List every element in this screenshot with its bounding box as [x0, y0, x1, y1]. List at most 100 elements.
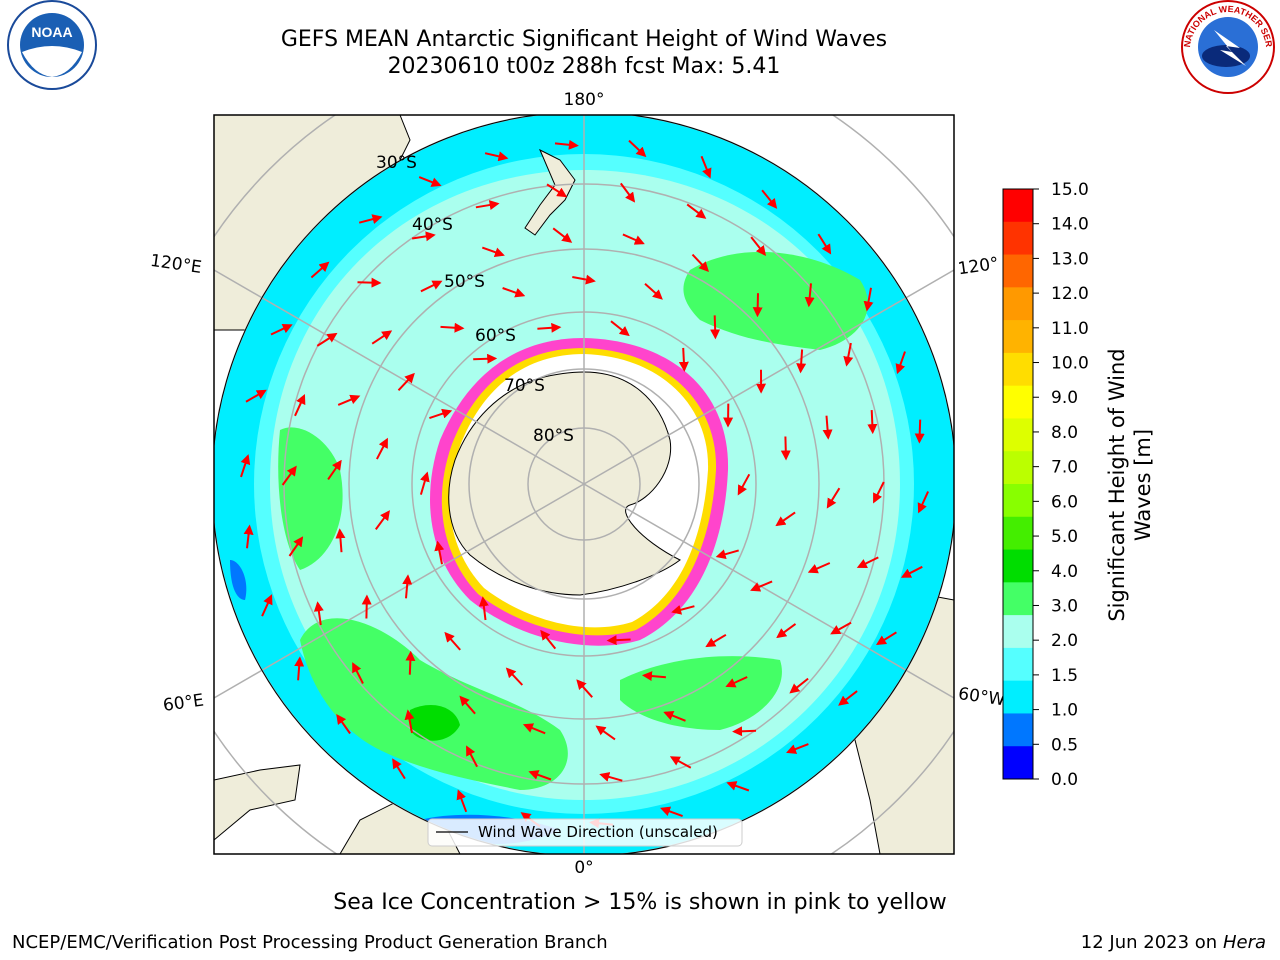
wave-direction-arrow: [576, 679, 593, 698]
wave-direction-arrow: [397, 372, 415, 391]
colorbar: 15.0 14.0 13.0 12.0 11.0 10.0 9.0 8.0 7.0 6.0 5.0 4…: [1002, 180, 1089, 790]
wave-direction-arrow: [440, 322, 465, 333]
land-new-zealand: [524, 148, 576, 236]
wave-direction-arrow: [376, 437, 388, 460]
longitude-grid: [214, 115, 954, 854]
wave-direction-arrow: [895, 351, 906, 375]
map-subtitle-forecast: 20230610 t00z 288h fcst Max: 5.41: [387, 54, 781, 79]
colorbar-tick-label: 3.0: [1051, 596, 1078, 616]
wave-direction-arrow: [867, 410, 878, 435]
lat-label-50s: 50°S: [444, 272, 485, 292]
wave-direction-arrow: [478, 596, 489, 621]
wave-direction-arrow: [807, 562, 831, 574]
wave-direction-arrow: [335, 528, 346, 553]
wave-direction-arrow: [281, 465, 297, 486]
wave-direction-arrow: [619, 182, 636, 203]
wave-direction-arrow: [671, 605, 695, 615]
colorbar-segment: [1003, 549, 1033, 583]
wave-direction-arrow: [337, 394, 361, 406]
wave-direction-arrow: [327, 459, 342, 480]
legend-label: Wind Wave Direction (unscaled): [478, 823, 718, 841]
colorbar-tick-label: 11.0: [1051, 319, 1089, 339]
colorbar-tick-label: 13.0: [1051, 249, 1089, 269]
land-antarctica: [448, 371, 681, 596]
svg-text:NATIONAL WEATHER SERVICE: NATIONAL WEATHER SERVICE: [0, 0, 1274, 48]
lon-label-lower-right: 60°W: [957, 684, 1006, 710]
wave-direction-arrow: [737, 473, 751, 496]
wave-direction-arrow: [606, 635, 631, 646]
wave-direction-arrow: [420, 280, 443, 293]
colorbar-tick-label: 15.0: [1051, 180, 1089, 200]
wave-direction-arrow: [473, 353, 498, 364]
wave-direction-arrow: [917, 491, 930, 514]
wave-area-west: [278, 427, 343, 570]
wave-direction-arrow: [642, 671, 666, 682]
wave-direction-arrow: [537, 322, 562, 333]
wave-direction-arrow: [750, 580, 773, 592]
colorbar-tick-label: 1.0: [1051, 701, 1078, 721]
polar-map: 30°S 40°S 50°S 60°S 70°S 80°S Wind Wave …: [214, 115, 954, 854]
nws-logo-text: NATIONAL WEATHER SERVICE: [0, 0, 1274, 48]
longitude-labels: 180° 0° 120°E 120° 60°E 60°W: [149, 90, 1007, 878]
colorbar-label-line2: Waves [m]: [1131, 429, 1155, 541]
wave-direction-arrow: [546, 183, 568, 198]
wave-direction-arrow: [595, 725, 616, 741]
wave-direction-arrow: [466, 745, 478, 768]
wave-direction-arrow: [750, 236, 767, 256]
wave-direction-arrow: [336, 713, 351, 735]
colorbar-segment: [1003, 189, 1033, 223]
colorbar-segment: [1003, 320, 1033, 354]
wave-direction-arrow: [669, 756, 692, 769]
lat-label-30s: 30°S: [376, 153, 417, 173]
colorbar-segment: [1003, 451, 1033, 485]
colorbar-label-line1: Significant Height of Wind: [1105, 348, 1129, 621]
wave-direction-arrow: [405, 650, 416, 675]
lon-label-upper-right: 120°: [957, 254, 1000, 280]
wave-direction-arrow: [752, 293, 763, 318]
colorbar-tick-label: 0.0: [1051, 770, 1078, 790]
colorbar-segment: [1003, 516, 1033, 551]
wave-direction-arrow: [628, 139, 647, 158]
wave-direction-arrow: [392, 758, 406, 780]
wave-direction-arrow: [678, 347, 689, 372]
colorbar-tick-label: 1.5: [1051, 666, 1078, 686]
wave-direction-arrow: [863, 287, 874, 312]
colorbar-tick-label: 5.0: [1051, 527, 1078, 547]
machine-name: Hera: [1222, 932, 1266, 953]
wave-direction-arrow: [402, 574, 413, 599]
lon-label-lower-left: 60°E: [162, 690, 205, 715]
colorbar-segment: [1003, 352, 1033, 387]
colorbar-tick-label: 14.0: [1051, 215, 1089, 235]
wave-direction-arrow: [822, 415, 833, 440]
map-frame: [213, 114, 955, 855]
colorbar-segment: [1003, 287, 1033, 321]
wave-direction-arrow: [804, 283, 815, 308]
wave-direction-arrow: [686, 203, 707, 219]
wave-direction-arrow: [761, 189, 778, 209]
lat-label-70s: 70°S: [504, 376, 545, 396]
colorbar-frame: [1002, 188, 1034, 780]
wave-direction-arrow: [481, 246, 505, 258]
wave-direction-arrow: [710, 315, 721, 340]
wave-direction-arrow: [776, 623, 797, 639]
colorbar-tick-label: 9.0: [1051, 388, 1078, 408]
colorbar-tick-label: 10.0: [1051, 354, 1089, 374]
wave-direction-arrow: [374, 510, 390, 530]
wave-direction-arrow: [505, 667, 524, 686]
wave-direction-arrow: [240, 454, 251, 478]
wave-direction-arrow: [830, 621, 852, 635]
latitude-labels: 30°S 40°S 50°S 60°S 70°S 80°S: [376, 153, 574, 446]
colorbar-segment: [1003, 582, 1033, 616]
map-title: GEFS MEAN Antarctic Significant Height o…: [280, 27, 888, 52]
wave-direction-arrow: [357, 277, 382, 288]
wave-direction-arrow: [484, 151, 509, 162]
wave-direction-arrow: [522, 723, 546, 735]
lat-label-40s: 40°S: [412, 215, 453, 235]
lon-label-upper-left: 120°E: [149, 251, 203, 278]
colorbar-tick-label: 12.0: [1051, 284, 1089, 304]
wave-area-indian: [300, 618, 568, 790]
wave-direction-arrow: [644, 282, 663, 300]
wave-direction-arrow: [843, 342, 854, 367]
colorbar-segment: [1003, 221, 1033, 256]
